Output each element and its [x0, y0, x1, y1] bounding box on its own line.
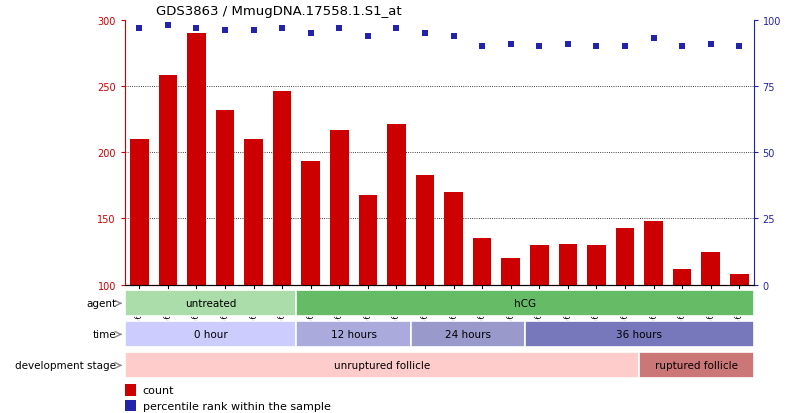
Text: GDS3863 / MmugDNA.17558.1.S1_at: GDS3863 / MmugDNA.17558.1.S1_at [156, 5, 402, 18]
Bar [387, 125, 405, 285]
Point [704, 41, 717, 48]
Bar [673, 269, 692, 285]
Point [161, 23, 174, 29]
Text: 0 hour: 0 hour [193, 330, 227, 339]
Bar [125, 400, 136, 411]
Bar [301, 162, 320, 285]
Bar [559, 244, 577, 285]
Bar [587, 245, 606, 285]
Bar [125, 352, 639, 378]
Bar [187, 34, 206, 285]
Point [647, 36, 660, 43]
Text: untreated: untreated [185, 299, 236, 309]
Text: agent: agent [86, 299, 116, 309]
Bar [125, 291, 297, 316]
Point [505, 41, 517, 48]
Bar [244, 140, 263, 285]
Point [476, 44, 488, 50]
Text: 12 hours: 12 hours [330, 330, 376, 339]
Point [447, 33, 460, 40]
Point [133, 25, 146, 32]
Bar [416, 175, 434, 285]
Bar [530, 245, 549, 285]
Text: ruptured follicle: ruptured follicle [655, 361, 738, 370]
Bar [272, 92, 292, 285]
Bar [297, 321, 411, 348]
Point [276, 25, 289, 32]
Bar [330, 131, 348, 285]
Bar [216, 111, 235, 285]
Text: count: count [143, 385, 174, 395]
Point [562, 41, 575, 48]
Bar [159, 76, 177, 285]
Point [390, 25, 403, 32]
Bar [639, 352, 754, 378]
Point [247, 28, 260, 35]
Bar [359, 195, 377, 285]
Bar [473, 239, 492, 285]
Point [304, 31, 317, 37]
Bar [125, 384, 136, 396]
Point [361, 33, 374, 40]
Bar [444, 192, 463, 285]
Bar [525, 321, 754, 348]
Point [190, 25, 203, 32]
Bar [644, 221, 663, 285]
Text: 36 hours: 36 hours [617, 330, 663, 339]
Bar [730, 274, 749, 285]
Bar [701, 252, 720, 285]
Bar [501, 259, 520, 285]
Text: development stage: development stage [15, 361, 116, 370]
Point [533, 44, 546, 50]
Bar [125, 321, 297, 348]
Text: hCG: hCG [514, 299, 536, 309]
Point [733, 44, 746, 50]
Bar [297, 291, 754, 316]
Text: percentile rank within the sample: percentile rank within the sample [143, 401, 330, 411]
Point [675, 44, 688, 50]
Bar [130, 140, 148, 285]
Text: time: time [93, 330, 116, 339]
Bar [616, 228, 634, 285]
Point [218, 28, 231, 35]
Point [418, 31, 431, 37]
Text: unruptured follicle: unruptured follicle [334, 361, 430, 370]
Text: 24 hours: 24 hours [445, 330, 491, 339]
Bar [411, 321, 525, 348]
Point [333, 25, 346, 32]
Point [618, 44, 631, 50]
Point [590, 44, 603, 50]
